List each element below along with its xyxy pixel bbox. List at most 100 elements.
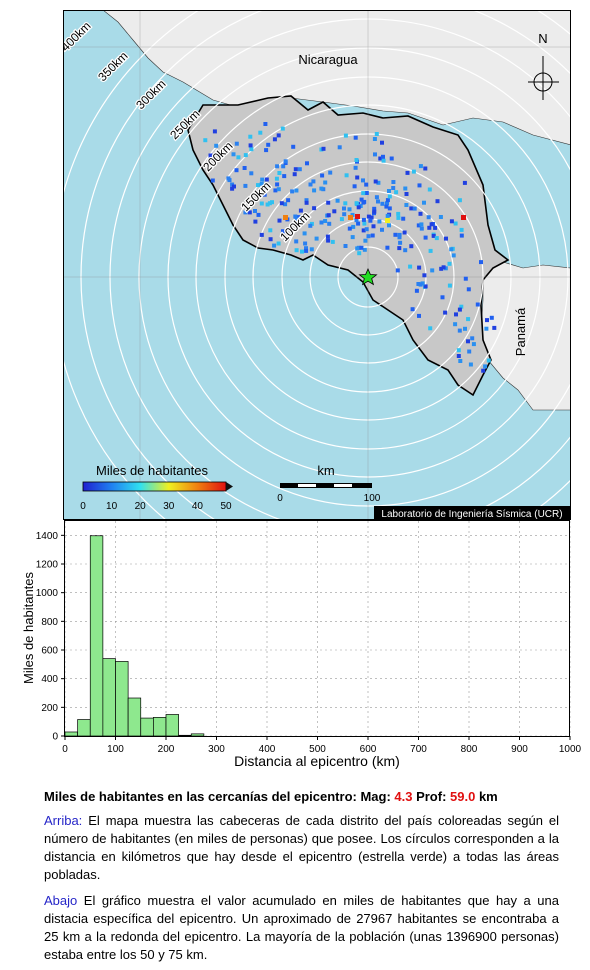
population-point xyxy=(311,179,316,184)
population-point xyxy=(279,201,284,206)
population-point xyxy=(456,354,461,358)
population-point xyxy=(273,188,278,193)
population-point xyxy=(248,134,253,139)
population-point xyxy=(368,218,373,223)
population-point xyxy=(344,173,349,178)
population-point xyxy=(260,177,265,182)
population-point xyxy=(283,215,288,220)
depth-unit: km xyxy=(475,789,498,804)
histogram-bar xyxy=(190,733,205,737)
population-point xyxy=(447,283,452,288)
population-point xyxy=(376,199,380,204)
population-point xyxy=(489,315,494,320)
population-point xyxy=(212,129,217,134)
population-point xyxy=(343,201,348,206)
population-point xyxy=(326,200,331,205)
population-point xyxy=(414,288,419,293)
population-point xyxy=(248,143,253,148)
population-point xyxy=(272,243,277,248)
population-point xyxy=(272,137,277,142)
population-point xyxy=(457,198,462,203)
population-point xyxy=(396,211,401,216)
population-point xyxy=(277,218,282,223)
population-point xyxy=(393,232,398,237)
population-point xyxy=(308,223,313,228)
histogram-bar xyxy=(140,717,154,737)
population-point xyxy=(276,187,281,192)
population-point xyxy=(282,174,287,179)
population-point xyxy=(277,171,282,175)
population-point xyxy=(466,287,471,292)
population-point xyxy=(466,339,470,344)
population-point xyxy=(380,227,384,232)
population-point xyxy=(348,215,353,220)
country-label-nicaragua: Nicaragua xyxy=(298,52,358,67)
population-point xyxy=(457,328,462,333)
population-point xyxy=(314,236,319,241)
population-point xyxy=(361,200,366,205)
population-point xyxy=(454,312,458,317)
population-point xyxy=(463,276,468,281)
legend-tick-40: 40 xyxy=(192,501,204,512)
histogram-bar xyxy=(102,658,116,737)
population-point xyxy=(461,215,466,220)
population-point xyxy=(342,212,347,217)
population-point xyxy=(403,248,408,253)
population-point xyxy=(428,326,433,331)
population-point xyxy=(408,264,413,269)
population-point xyxy=(362,221,367,226)
abajo-text: El gráfico muestra el valor acumulado en… xyxy=(44,893,559,962)
population-point xyxy=(361,228,366,233)
population-point xyxy=(356,221,361,226)
population-point xyxy=(374,195,379,200)
population-point xyxy=(294,217,298,222)
population-point xyxy=(427,225,432,230)
population-point xyxy=(259,201,264,206)
population-point xyxy=(387,194,392,199)
caption-arriba: Arriba: El mapa muestra las cabeceras de… xyxy=(44,812,559,884)
population-point xyxy=(304,200,309,205)
population-point xyxy=(268,237,273,242)
population-point xyxy=(330,239,335,244)
population-point xyxy=(417,313,421,318)
population-point xyxy=(353,135,358,140)
population-point xyxy=(304,248,309,253)
population-point xyxy=(363,238,368,243)
population-point xyxy=(409,244,414,249)
population-point xyxy=(479,260,483,265)
population-point xyxy=(394,190,399,195)
population-point xyxy=(327,221,332,226)
histogram-bar xyxy=(115,661,129,737)
population-point xyxy=(309,247,314,252)
population-point xyxy=(397,232,402,237)
population-point xyxy=(262,192,267,197)
population-point xyxy=(276,133,281,138)
population-point xyxy=(405,170,410,175)
population-point xyxy=(484,326,489,331)
y-tick-label: 400 xyxy=(41,674,58,685)
population-point xyxy=(343,244,348,248)
population-point xyxy=(234,168,239,173)
population-point xyxy=(372,206,377,211)
population-point xyxy=(372,137,377,141)
population-point xyxy=(296,215,301,220)
histogram-bar xyxy=(77,719,91,737)
population-point xyxy=(417,265,422,270)
y-tick-label: 200 xyxy=(41,703,58,714)
population-point xyxy=(361,191,366,196)
population-point xyxy=(486,358,491,363)
population-point xyxy=(475,302,480,307)
population-point xyxy=(303,241,308,246)
population-point xyxy=(335,198,340,203)
population-point xyxy=(242,166,247,170)
population-point xyxy=(429,222,434,227)
population-point xyxy=(419,222,424,227)
population-point xyxy=(351,224,356,229)
population-point xyxy=(418,164,423,169)
population-point xyxy=(354,158,359,162)
y-tick-label: 1000 xyxy=(36,588,59,599)
magnitude-value: 4.3 xyxy=(394,789,413,804)
population-point xyxy=(297,167,302,172)
x-tick-label: 100 xyxy=(107,744,124,755)
x-tick-label: 200 xyxy=(158,744,175,755)
